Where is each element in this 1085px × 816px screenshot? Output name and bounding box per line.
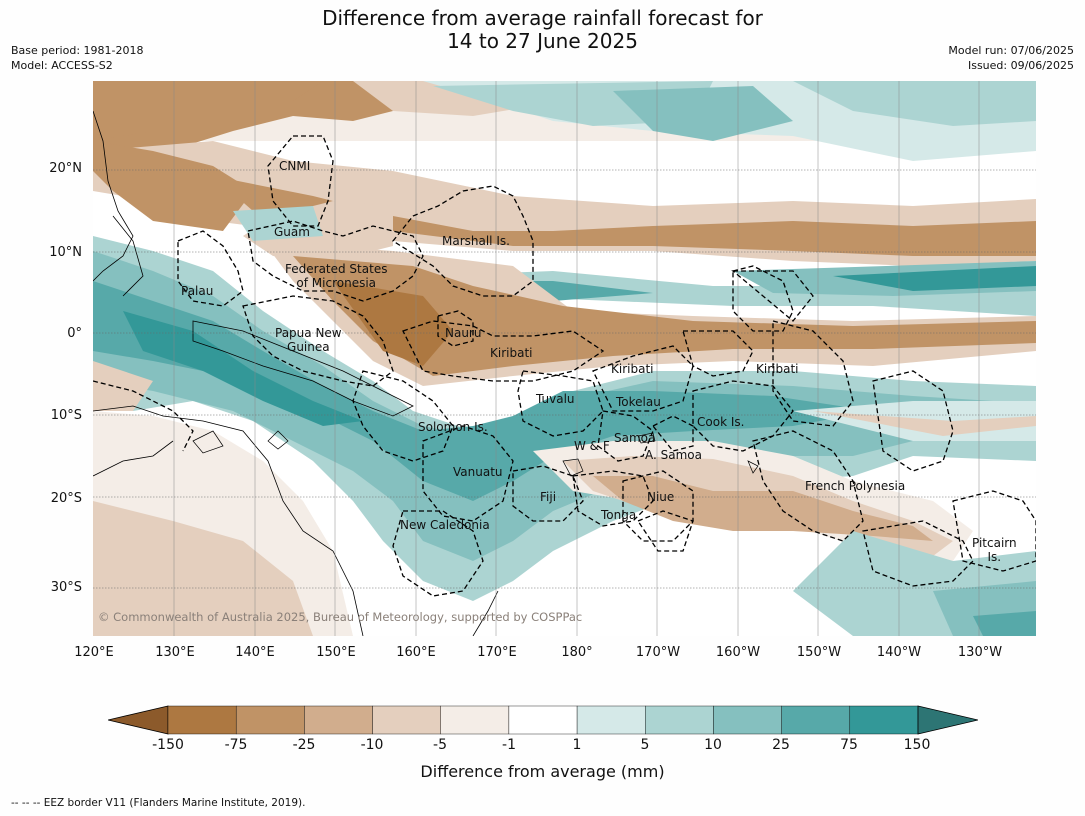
colorbar-swatch (372, 705, 441, 735)
colorbar-tick: -10 (360, 737, 384, 753)
lon-label: 130°E (155, 645, 195, 660)
lon-label: 150°W (796, 645, 842, 660)
colorbar-swatch (576, 705, 646, 735)
colorbar-swatch (235, 705, 305, 735)
label-pitcairn-line-1: Pitcairn (972, 536, 1017, 550)
meta-right: Model run: 07/06/2025 Issued: 09/06/2025 (948, 43, 1074, 73)
label-fsm-line-1: Federated States (285, 262, 388, 276)
colorbar-swatch (304, 705, 373, 735)
lat-label: 20°S (50, 491, 82, 506)
colorbar-swatch (713, 705, 782, 735)
label-niue: Niue (647, 490, 675, 504)
issued-date: Issued: 09/06/2025 (967, 59, 1074, 72)
label-guam: Guam (274, 225, 310, 239)
lat-label: 0° (67, 326, 82, 341)
lat-label: 10°N (49, 245, 82, 260)
label-cook-islands: Cook Is. (697, 415, 745, 429)
lon-label: 170°E (477, 645, 517, 660)
colorbar-swatch (781, 705, 851, 735)
label-french-polynesia: French Polynesia (805, 479, 906, 493)
label-png-line-2: Guinea (287, 340, 330, 354)
lon-label: 150°E (316, 645, 356, 660)
label-kiribati-central: Kiribati (611, 362, 654, 376)
colorbar-label: Difference from average (mm) (420, 762, 665, 781)
lon-label: 170°W (635, 645, 681, 660)
colorbar-tick: -5 (433, 737, 447, 753)
label-nauru: Nauru (445, 326, 482, 340)
footnote-eez: -- -- -- EEZ border V11 (Flanders Marine… (11, 797, 306, 809)
label-vanuatu: Vanuatu (453, 465, 503, 479)
colorbar-swatch (508, 705, 578, 735)
label-fsm-line-2: of Micronesia (296, 276, 377, 290)
colorbar-swatch (167, 705, 237, 735)
lon-label: 120°E (74, 645, 114, 660)
label-solomon-islands: Solomon Is. (418, 420, 488, 434)
label-kiribati-east: Kiribati (756, 362, 799, 376)
rainfall-map-svg (93, 81, 1036, 636)
colorbar-swatch (849, 705, 919, 735)
label-tuvalu: Tuvalu (536, 392, 575, 406)
label-png: Papua New Guinea (275, 326, 342, 354)
lon-label: 160°W (715, 645, 761, 660)
label-fiji: Fiji (540, 490, 557, 504)
lon-label: 140°E (235, 645, 275, 660)
colorbar-tick: -25 (292, 737, 316, 753)
colorbar-tick: 5 (640, 737, 650, 753)
colorbar-swatch (645, 705, 714, 735)
map-title: Difference from average rainfall forecas… (0, 7, 1085, 53)
label-cnmi: CNMI (279, 159, 311, 173)
base-period: Base period: 1981-2018 (11, 44, 144, 57)
lon-label: 130°W (957, 645, 1003, 660)
colorbar-min-arrow (108, 705, 169, 735)
colorbar-tick: -150 (152, 737, 184, 753)
colorbar-max-arrow (917, 705, 978, 735)
copyright-notice: © Commonwealth of Australia 2025, Bureau… (98, 610, 583, 624)
label-american-samoa: A. Samoa (645, 448, 702, 462)
model-run: Model run: 07/06/2025 (948, 44, 1074, 57)
colorbar (108, 705, 978, 735)
lat-label: 30°S (50, 580, 82, 595)
colorbar-swatch (440, 705, 510, 735)
label-tokelau: Tokelau (616, 395, 661, 409)
lat-label: 20°N (49, 161, 82, 176)
label-palau: Palau (181, 284, 214, 298)
map-title-line-1: Difference from average rainfall forecas… (322, 6, 763, 30)
colorbar-tick: 75 (840, 737, 858, 753)
lon-label: 180° (561, 645, 593, 660)
rainfall-map (93, 81, 1036, 636)
colorbar-tick: 150 (903, 737, 931, 753)
label-marshall-islands: Marshall Is. (442, 234, 510, 248)
label-pitcairn: Pitcairn Is. (972, 536, 1017, 564)
colorbar-tick: -75 (224, 737, 248, 753)
lat-label: 10°S (50, 408, 82, 423)
label-wallis-futuna: W & F (574, 439, 610, 453)
colorbar-tick: 25 (772, 737, 790, 753)
lon-label: 160°E (396, 645, 436, 660)
label-fsm: Federated States of Micronesia (285, 262, 387, 290)
model-name: Model: ACCESS-S2 (11, 59, 113, 72)
label-new-caledonia: New Caledonia (400, 518, 490, 532)
map-title-line-2: 14 to 27 June 2025 (447, 29, 638, 53)
label-pitcairn-line-2: Is. (987, 550, 1002, 564)
colorbar-tick: 1 (572, 737, 582, 753)
meta-left: Base period: 1981-2018 Model: ACCESS-S2 (11, 43, 143, 73)
label-samoa: Samoa (614, 431, 656, 445)
label-kiribati-west: Kiribati (490, 346, 533, 360)
colorbar-tick: -1 (502, 737, 516, 753)
label-png-line-1: Papua New (275, 326, 342, 340)
label-tonga: Tonga (601, 508, 637, 522)
lon-label: 140°W (876, 645, 922, 660)
colorbar-tick: 10 (704, 737, 722, 753)
